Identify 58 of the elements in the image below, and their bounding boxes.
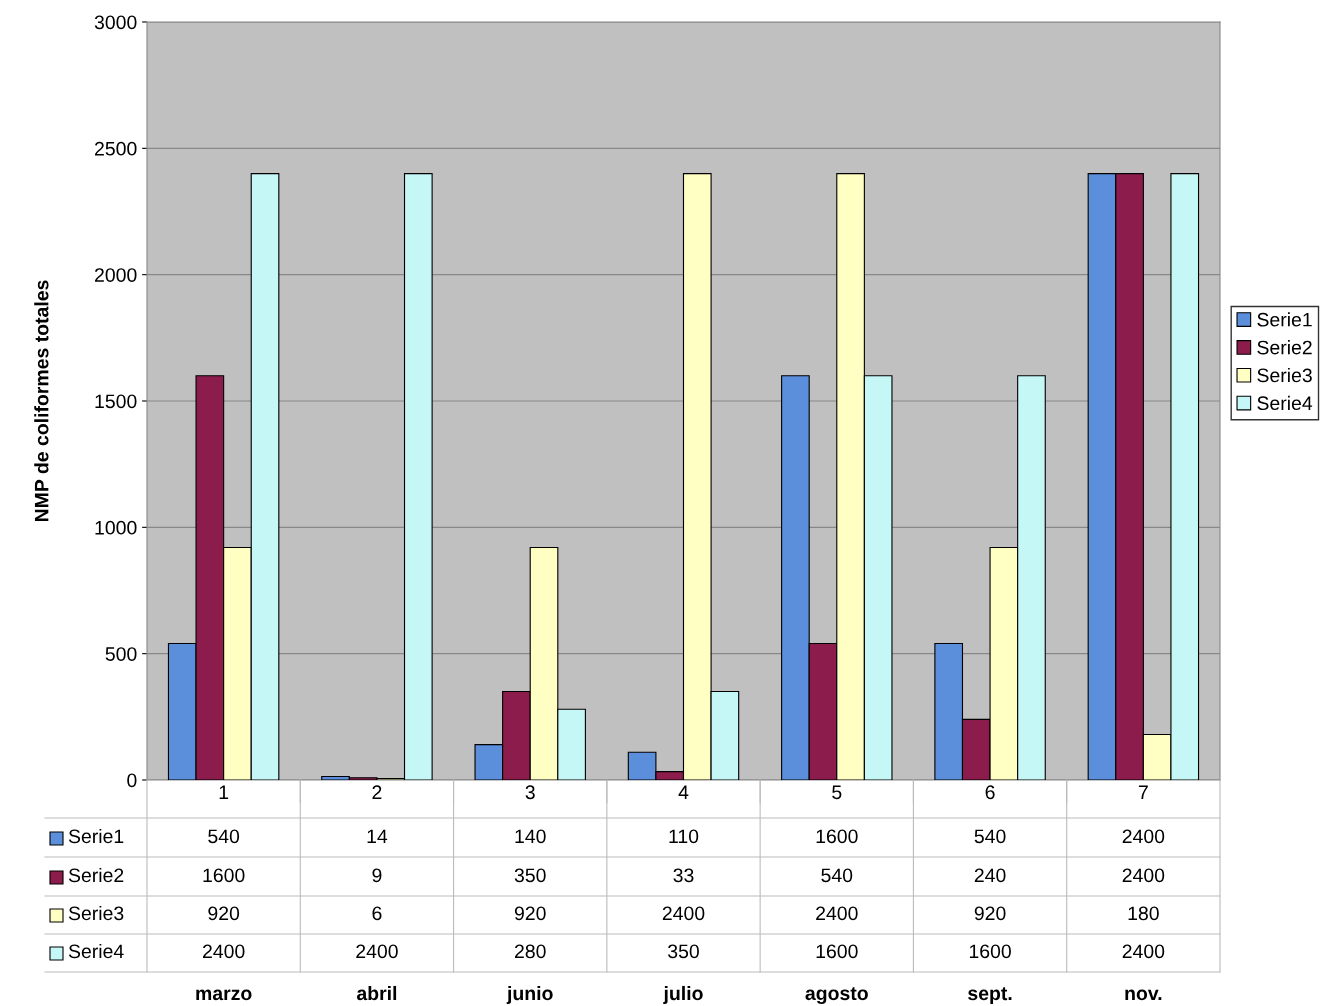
data-label: 33 (673, 868, 694, 883)
text: julio (663, 985, 703, 1005)
text: agosto (805, 987, 868, 1005)
y-tick-label: 2500 (95, 141, 137, 156)
legend-label: Serie4 (1257, 395, 1313, 411)
data-label: 2400 (662, 906, 705, 921)
x-tick-label: 6 (985, 785, 995, 800)
data-label: 350 (514, 868, 546, 883)
legend-label: Serie2 (1257, 340, 1312, 355)
data-label: 240 (974, 868, 1006, 883)
text: marzo (196, 989, 252, 1001)
data-label: 920 (208, 906, 240, 921)
text: Serie3 (68, 905, 124, 921)
data-label: 180 (1128, 906, 1159, 921)
data-label: 2400 (1122, 944, 1165, 959)
data-label: 110 (669, 829, 699, 844)
data-label: 540 (821, 868, 853, 883)
y-axis-title: NMP de coliformes totales (34, 280, 49, 522)
data-label: 140 (515, 829, 546, 844)
x-tick-label: 1 (219, 785, 229, 799)
x-tick-label: 2 (372, 785, 382, 799)
x-tick-label: 4 (678, 785, 689, 799)
data-label: 1600 (816, 944, 858, 959)
data-label: 280 (514, 944, 546, 959)
text: sept. (968, 987, 1012, 1005)
data-label: 2400 (816, 906, 858, 921)
data-label: 2400 (356, 944, 398, 959)
data-label: 920 (514, 906, 546, 921)
x-tick-label: 7 (1138, 785, 1148, 799)
data-label: 2400 (1122, 868, 1165, 883)
text: Serie2 (68, 867, 124, 883)
y-tick-label: 500 (105, 647, 137, 661)
data-label: 14 (367, 829, 388, 844)
y-tick-label: 0 (127, 773, 137, 788)
y-tick-label: 2000 (95, 268, 137, 282)
text: Serie4 (68, 943, 124, 959)
data-label: 920 (974, 906, 1006, 921)
data-label: 350 (668, 944, 699, 959)
text: nov. (1125, 989, 1162, 1001)
data-label: 9 (372, 868, 382, 883)
data-label: 1600 (816, 829, 858, 844)
data-label: 540 (208, 829, 240, 844)
data-label: 2400 (1122, 829, 1165, 844)
data-label: 1600 (969, 944, 1011, 959)
y-tick-label: 1500 (95, 394, 137, 409)
y-tick-label: 3000 (94, 15, 137, 30)
data-label: 1600 (203, 868, 245, 883)
data-label: 540 (974, 829, 1006, 844)
text: junio (506, 985, 553, 1005)
text: abril (356, 985, 397, 1001)
y-tick-label: 1000 (95, 520, 137, 535)
text: Serie1 (1257, 312, 1312, 327)
x-tick-label: 5 (832, 785, 842, 800)
legend-label: Serie1 (68, 828, 124, 844)
x-tick-label: 3 (525, 785, 535, 800)
data-label: 6 (372, 906, 382, 921)
legend-label: Serie3 (1257, 367, 1312, 383)
data-label: 2400 (203, 944, 245, 959)
